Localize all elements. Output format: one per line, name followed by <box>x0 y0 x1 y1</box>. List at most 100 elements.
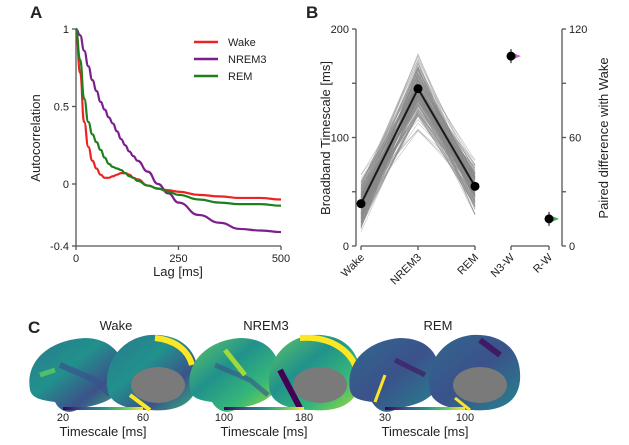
individual-line <box>360 114 476 224</box>
individual-line <box>360 114 476 224</box>
brain-lateral-wake <box>29 338 125 412</box>
individual-line <box>360 98 476 224</box>
cbar-label-rem: Timescale [ms] <box>382 424 469 439</box>
b-y-tick-label: 100 <box>331 133 349 145</box>
individual-line <box>360 96 476 221</box>
individual-line <box>360 65 476 189</box>
individual-line <box>360 78 476 200</box>
individual-line <box>360 52 476 199</box>
individual-line <box>360 95 476 214</box>
individual-line <box>360 101 476 217</box>
individual-line <box>360 68 476 194</box>
a-x-tick-label: 500 <box>272 253 290 265</box>
legend-label-nrem3: NREM3 <box>228 54 267 66</box>
individual-line <box>360 76 476 222</box>
individual-line <box>360 92 476 208</box>
individual-line <box>360 62 476 224</box>
legend-label-rem: REM <box>228 71 252 83</box>
individual-line <box>360 93 476 205</box>
individual-line <box>360 61 476 208</box>
brain-lateral-nrem3 <box>189 338 280 412</box>
individual-line <box>360 78 476 216</box>
cbar-min-rem: 30 <box>379 412 391 424</box>
brain-lateral-rem <box>349 338 440 412</box>
individual-line <box>360 81 476 184</box>
individual-line <box>360 109 476 227</box>
brain-maps: Wake 20 60 Timescale [ms] NREM3 <box>29 318 521 439</box>
b-x-tick-label-nrem3: NREM3 <box>388 252 424 288</box>
individual-line <box>360 111 476 217</box>
individual-line <box>360 96 476 207</box>
individual-line <box>360 95 476 206</box>
individual-line <box>360 129 476 192</box>
individual-line <box>360 103 476 219</box>
b-x-tick-label-wake: Wake <box>339 252 367 280</box>
timescale-chart: 0 100 200 0 60 120 Wake NREM3 REM N3-W R-W Broadba… <box>318 24 611 287</box>
individual-line <box>360 80 476 215</box>
a-y-tick-label: 1 <box>63 24 69 36</box>
individual-line <box>360 74 476 184</box>
individual-line <box>360 94 476 216</box>
c-title-wake: Wake <box>100 318 133 333</box>
cbar-label-wake: Timescale [ms] <box>60 424 147 439</box>
individual-line <box>360 99 476 195</box>
series-line-rem <box>74 27 282 207</box>
brain-medial-wake <box>106 334 199 412</box>
individual-line <box>360 58 476 192</box>
b-y-right-tick-label: 60 <box>569 133 581 145</box>
b-y-tick-label: 0 <box>343 241 349 253</box>
individual-line <box>360 119 476 194</box>
cbar-label-nrem3: Timescale [ms] <box>221 424 308 439</box>
a-x-tick-label: 250 <box>169 253 187 265</box>
a-x-label: Lag [ms] <box>153 264 203 279</box>
cbar-max-wake: 60 <box>137 412 149 424</box>
b-y-label: Broadband Timescale [ms] <box>318 61 333 215</box>
individual-line <box>360 82 476 183</box>
individual-line <box>360 97 476 210</box>
individual-line <box>360 128 476 198</box>
individual-line <box>360 102 476 210</box>
individual-line <box>360 109 476 212</box>
individual-line <box>360 112 476 205</box>
individual-line <box>360 115 476 210</box>
individual-line <box>360 73 476 229</box>
individual-line <box>360 122 476 207</box>
individual-line <box>360 61 476 187</box>
individual-line <box>360 69 476 229</box>
individual-line <box>360 82 476 215</box>
b-y-right-tick-label: 0 <box>569 241 575 253</box>
cbar-min-wake: 20 <box>57 412 69 424</box>
individual-line <box>360 94 476 207</box>
individual-line <box>360 114 476 199</box>
a-y-tick-label: 0 <box>63 179 69 191</box>
individual-line <box>360 70 476 183</box>
individual-line <box>360 114 476 195</box>
series-line-nrem3 <box>75 27 282 234</box>
mean-point-wake <box>356 199 366 209</box>
individual-line <box>360 54 476 192</box>
panel-label-b: B <box>306 3 318 22</box>
individual-line <box>360 78 476 219</box>
individual-line <box>360 106 476 190</box>
individual-line <box>360 98 476 206</box>
individual-line <box>360 94 476 214</box>
cbar-max-rem: 100 <box>456 412 474 424</box>
b-y-tick-label: 200 <box>331 24 349 36</box>
a-y-label: Autocorrelation <box>28 94 43 181</box>
individual-line <box>360 110 476 227</box>
individual-line <box>360 130 476 208</box>
individual-line <box>360 63 476 221</box>
individual-line <box>360 81 476 215</box>
panel-label-a: A <box>30 3 42 22</box>
individual-line <box>360 82 476 228</box>
individual-line <box>360 109 476 209</box>
individual-line <box>360 78 476 198</box>
c-title-nrem3: NREM3 <box>243 318 289 333</box>
individual-line <box>360 73 476 203</box>
individual-line <box>360 96 476 227</box>
individual-line <box>360 114 476 219</box>
autocorrelation-chart: 0 250 500 -0.4 0 0.5 1 Wake NREM3 REM Lag [ms] A… <box>28 24 290 279</box>
individual-line <box>360 112 476 224</box>
individual-line <box>360 65 476 207</box>
individual-line <box>360 93 476 204</box>
